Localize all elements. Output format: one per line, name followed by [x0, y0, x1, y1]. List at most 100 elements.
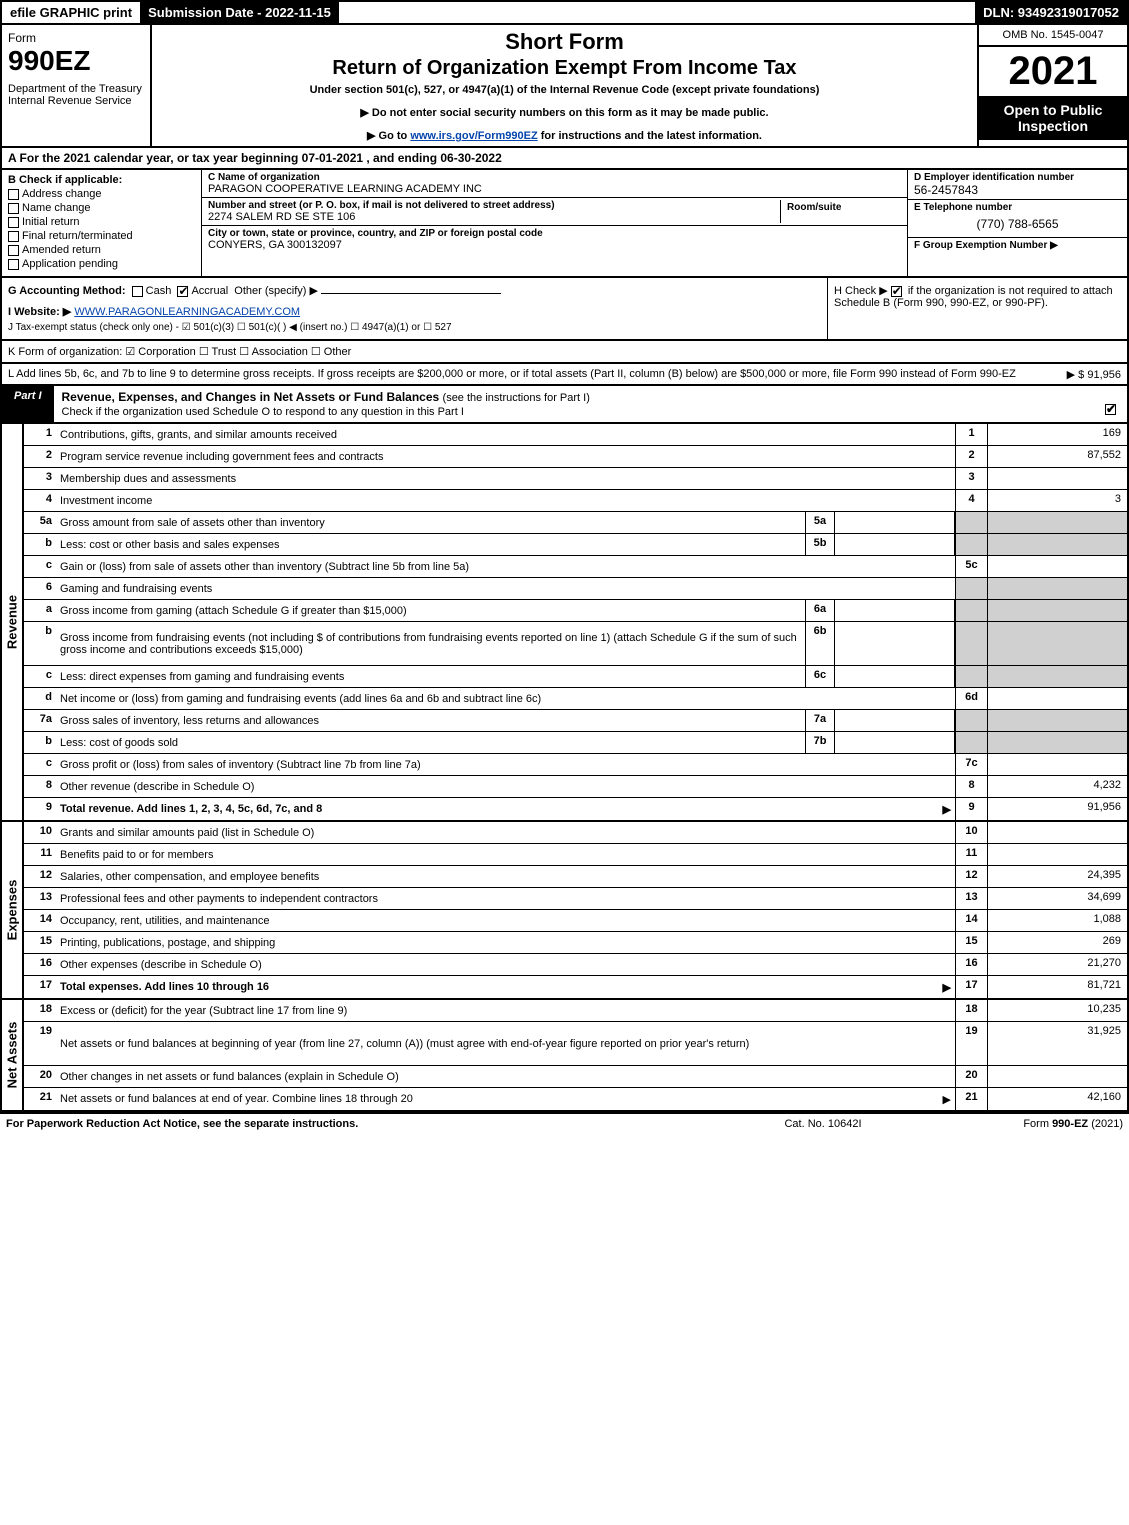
line-12: 12Salaries, other compensation, and empl… — [24, 866, 1127, 888]
subline-label: 6a — [805, 600, 835, 621]
line-c: cGross profit or (loss) from sales of in… — [24, 754, 1127, 776]
line-number: 7a — [24, 710, 56, 731]
line-valcol: 4,232 — [987, 776, 1127, 797]
org-name-label: C Name of organization — [208, 172, 901, 183]
subline-value — [835, 534, 955, 555]
line-valcol — [987, 710, 1127, 731]
row-a-tax-year: A For the 2021 calendar year, or tax yea… — [0, 148, 1129, 170]
line-14: 14Occupancy, rent, utilities, and mainte… — [24, 910, 1127, 932]
line-valcol: 169 — [987, 424, 1127, 445]
line-desc: Gain or (loss) from sale of assets other… — [56, 556, 955, 577]
checkbox-name-change[interactable]: Name change — [8, 202, 195, 214]
line-numcol: 10 — [955, 822, 987, 843]
line-valcol: 1,088 — [987, 910, 1127, 931]
tax-exempt-status: J Tax-exempt status (check only one) - ☑… — [8, 322, 821, 333]
line-valcol: 269 — [987, 932, 1127, 953]
tax-year: 2021 — [979, 47, 1127, 96]
subline-label: 5b — [805, 534, 835, 555]
street-row: Number and street (or P. O. box, if mail… — [202, 198, 907, 226]
page-footer: For Paperwork Reduction Act Notice, see … — [0, 1112, 1129, 1134]
line-4: 4Investment income43 — [24, 490, 1127, 512]
footer-catno: Cat. No. 10642I — [723, 1118, 923, 1130]
line-desc: Professional fees and other payments to … — [56, 888, 955, 909]
other-specify-input[interactable] — [321, 293, 501, 294]
acct-label: G Accounting Method: — [8, 285, 126, 297]
line-valcol — [987, 512, 1127, 533]
line-valcol: 87,552 — [987, 446, 1127, 467]
h-check-label: H Check ▶ — [834, 285, 888, 297]
line-number: d — [24, 688, 56, 709]
line-number: c — [24, 754, 56, 775]
checkbox-initial-return[interactable]: Initial return — [8, 216, 195, 228]
line-valcol — [987, 754, 1127, 775]
line-desc: Occupancy, rent, utilities, and maintena… — [56, 910, 955, 931]
line-numcol: 21 — [955, 1088, 987, 1110]
netassets-side-label: Net Assets — [2, 1000, 24, 1110]
topbar-spacer — [339, 2, 975, 23]
line-numcol: 2 — [955, 446, 987, 467]
expenses-table: 10Grants and similar amounts paid (list … — [24, 822, 1127, 998]
checkbox-application-pending[interactable]: Application pending — [8, 258, 195, 270]
line-numcol: 7c — [955, 754, 987, 775]
form-number: 990EZ — [8, 45, 144, 77]
line-10: 10Grants and similar amounts paid (list … — [24, 822, 1127, 844]
footer-form: Form 990-EZ (2021) — [923, 1118, 1123, 1130]
street-label: Number and street (or P. O. box, if mail… — [208, 200, 780, 211]
line-numcol — [955, 622, 987, 665]
accounting-method: G Accounting Method: Cash Accrual Other … — [8, 284, 821, 297]
row-l-text: L Add lines 5b, 6c, and 7b to line 9 to … — [8, 368, 1016, 380]
line-valcol: 42,160 — [987, 1088, 1127, 1110]
line-number: 2 — [24, 446, 56, 467]
h-checkbox[interactable] — [891, 286, 902, 297]
line-numcol: 9 — [955, 798, 987, 820]
row-l-amount: ▶ $ 91,956 — [1067, 368, 1121, 381]
org-name: PARAGON COOPERATIVE LEARNING ACADEMY INC — [208, 183, 901, 195]
line-numcol — [955, 578, 987, 599]
line-numcol: 1 — [955, 424, 987, 445]
checkbox-amended-return[interactable]: Amended return — [8, 244, 195, 256]
instr-ssn: ▶ Do not enter social security numbers o… — [160, 106, 969, 119]
line-7a: 7aGross sales of inventory, less returns… — [24, 710, 1127, 732]
checkbox-final-return-terminated[interactable]: Final return/terminated — [8, 230, 195, 242]
tel-value: (770) 788-6565 — [914, 213, 1121, 235]
line-desc: Gross profit or (loss) from sales of inv… — [56, 754, 955, 775]
line-desc: Gross sales of inventory, less returns a… — [56, 710, 805, 731]
line-21: 21Net assets or fund balances at end of … — [24, 1088, 1127, 1110]
checkbox-address-change[interactable]: Address change — [8, 188, 195, 200]
instr-goto: ▶ Go to www.irs.gov/Form990EZ for instru… — [160, 129, 969, 142]
line-valcol — [987, 468, 1127, 489]
line-numcol: 19 — [955, 1022, 987, 1065]
line-numcol: 5c — [955, 556, 987, 577]
line-numcol — [955, 534, 987, 555]
website-link[interactable]: WWW.PARAGONLEARNINGACADEMY.COM — [74, 306, 300, 318]
line-valcol — [987, 1066, 1127, 1087]
line-numcol: 4 — [955, 490, 987, 511]
line-numcol: 17 — [955, 976, 987, 998]
subline-value — [835, 666, 955, 687]
line-number: 13 — [24, 888, 56, 909]
irs-link[interactable]: www.irs.gov/Form990EZ — [410, 130, 537, 142]
tel-label: E Telephone number — [914, 202, 1121, 213]
line-valcol: 10,235 — [987, 1000, 1127, 1021]
line-desc: Net assets or fund balances at beginning… — [56, 1022, 955, 1065]
cash-checkbox[interactable] — [132, 286, 143, 297]
part1-tab: Part I — [2, 386, 54, 422]
line-numcol: 3 — [955, 468, 987, 489]
subline-label: 7a — [805, 710, 835, 731]
line-numcol — [955, 512, 987, 533]
accrual-checkbox[interactable] — [177, 286, 188, 297]
line-b: bGross income from fundraising events (n… — [24, 622, 1127, 666]
line-valcol — [987, 622, 1127, 665]
line-b: bLess: cost of goods sold7b — [24, 732, 1127, 754]
line-number: 20 — [24, 1066, 56, 1087]
col-c-org-info: C Name of organization PARAGON COOPERATI… — [202, 170, 907, 276]
line-valcol — [987, 534, 1127, 555]
part1-schedule-o-checkbox[interactable] — [1105, 404, 1116, 415]
ein-label: D Employer identification number — [914, 172, 1121, 183]
line-desc: Gross income from gaming (attach Schedul… — [56, 600, 805, 621]
room-label: Room/suite — [787, 202, 895, 213]
line-desc: Excess or (deficit) for the year (Subtra… — [56, 1000, 955, 1021]
col-b-checkboxes: B Check if applicable: Address changeNam… — [2, 170, 202, 276]
line-c: cLess: direct expenses from gaming and f… — [24, 666, 1127, 688]
efile-label[interactable]: efile GRAPHIC print — [2, 2, 140, 23]
